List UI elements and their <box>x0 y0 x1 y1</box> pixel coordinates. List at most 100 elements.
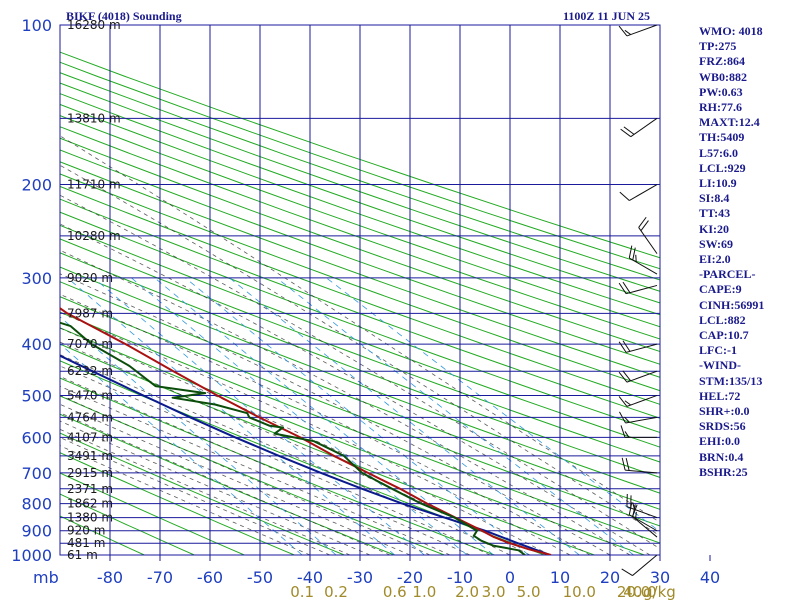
wind-barb <box>632 504 658 538</box>
wind-barb-shaft <box>625 416 658 424</box>
wind-barb-flag <box>623 126 635 135</box>
index-item: KI:20 <box>699 221 729 236</box>
moist-adiabat-line <box>60 135 660 523</box>
pressure-tick-label: 300 <box>21 269 52 288</box>
dry-adiabat-line <box>60 185 660 405</box>
wind-barb <box>618 24 658 37</box>
index-item: STM:135/13 <box>699 373 763 388</box>
moist-adiabat-line <box>60 445 311 555</box>
mixing-ratio-tick-label: 1.0 <box>412 583 436 600</box>
wind-barb-flag <box>621 457 626 471</box>
height-label: 11710 m <box>67 178 121 192</box>
wind-barb-shaft <box>626 506 658 519</box>
dry-adiabat-line <box>60 51 660 259</box>
wind-barb <box>621 554 658 576</box>
dry-adiabat-line <box>60 137 660 353</box>
wind-barb-flag <box>619 411 626 424</box>
temperature-tick-label: -70 <box>147 568 173 587</box>
mixing-ratio-unit-label: g/kg <box>643 583 676 600</box>
mixing-ratio-line <box>131 277 468 555</box>
index-item: L57:6.0 <box>699 145 738 160</box>
mixing-ratio-line <box>185 277 529 555</box>
wind-barb <box>620 425 657 438</box>
mixing-ratio-tick-label: 20.0 <box>617 583 650 600</box>
height-label: 1862 m <box>67 497 113 511</box>
wind-barb-flag <box>628 502 633 515</box>
dry-adiabat-line <box>60 211 660 434</box>
height-label: 6232 m <box>67 364 113 378</box>
wind-barb <box>618 340 658 353</box>
mixing-ratio-tick-label: 3.0 <box>482 583 506 600</box>
height-label: 1380 m <box>67 511 113 525</box>
mixing-ratio-tick-label: 5.0 <box>517 583 541 600</box>
pressure-tick-label: 400 <box>21 335 52 354</box>
wind-barb-flag <box>632 504 638 517</box>
index-item: CAPE:9 <box>699 282 742 297</box>
wind-barb <box>619 184 658 201</box>
dry-adiabat-line <box>60 173 660 392</box>
dry-adiabat-line <box>60 252 660 478</box>
dry-adiabat-line <box>60 266 660 494</box>
temperature-tick-label: 10 <box>550 568 570 587</box>
moist-adiabat-line <box>60 437 331 555</box>
index-item: BRN:0.4 <box>699 449 744 464</box>
index-item: RH:77.6 <box>699 100 742 115</box>
wind-barb-shaft <box>638 227 658 254</box>
temperature-tick-label: 20 <box>600 568 620 587</box>
wind-barb-shaft <box>626 394 658 407</box>
wind-barb-flag <box>618 341 627 353</box>
wind-barb-shaft <box>632 516 658 538</box>
dry-adiabat-line <box>60 115 660 328</box>
height-label: 5470 m <box>67 388 113 402</box>
temperature-tick-label: -80 <box>97 568 123 587</box>
dry-adiabat-line <box>60 126 660 340</box>
mixing-ratio-line <box>229 277 580 555</box>
index-item: PW:0.63 <box>699 84 743 99</box>
index-item: LI:10.9 <box>699 176 737 191</box>
wind-barb-flag <box>618 371 628 383</box>
wind-barb-flag <box>619 191 630 201</box>
height-label: 3491 m <box>67 449 113 463</box>
height-label: 2915 m <box>67 466 113 480</box>
wind-barb <box>618 370 658 383</box>
index-item: CINH:56991 <box>699 297 765 312</box>
wind-barb-flag <box>621 568 633 576</box>
temperature-tick-label: -50 <box>247 568 273 587</box>
dry-adiabat-line <box>60 149 660 365</box>
moist-adiabat-line <box>60 164 660 537</box>
moist-adiabat-line <box>60 428 351 555</box>
pressure-tick-label: 500 <box>21 386 52 405</box>
pressure-tick-label: 800 <box>21 495 52 514</box>
chart-title: BIKF (4018) Sounding <box>66 9 182 23</box>
wind-barb-flag <box>622 281 631 293</box>
index-item: TH:5409 <box>699 130 745 145</box>
dry-adiabat-line <box>60 224 660 448</box>
moist-adiabat-line <box>60 412 391 555</box>
moist-adiabat-line <box>60 293 591 555</box>
temperature-tick-label: 40 <box>700 568 720 587</box>
wind-barb-flag <box>620 128 632 138</box>
moist-adiabat-line <box>60 403 411 555</box>
wind-barb-flag <box>635 511 637 520</box>
wind-barb-flag <box>618 396 628 407</box>
index-item: SW:69 <box>699 236 734 251</box>
index-item: SRDS:56 <box>699 419 746 434</box>
wind-barb-flag <box>620 425 626 438</box>
wind-barb-shaft <box>626 24 658 37</box>
temperature-tick-label: 0 <box>505 568 515 587</box>
mixing-ratio-tick-label: 0.6 <box>383 583 407 600</box>
wind-barb-shaft <box>625 284 658 295</box>
wind-barb-flag <box>622 340 631 352</box>
index-item: BSHR:25 <box>699 464 748 479</box>
wind-barb-shaft <box>630 117 658 138</box>
dry-adiabat-line <box>60 61 660 270</box>
mixing-ratio-tick-label: 10.0 <box>563 583 596 600</box>
wind-barb-shaft <box>626 370 658 383</box>
wind-barb-flag <box>628 245 633 259</box>
dry-adiabat-line <box>60 413 395 555</box>
wind-barb-flag <box>624 400 631 406</box>
wind-barb-shaft <box>625 343 658 353</box>
wind-barb-flag <box>632 247 636 261</box>
mixing-ratio-tick-label: 0.1 <box>290 583 314 600</box>
